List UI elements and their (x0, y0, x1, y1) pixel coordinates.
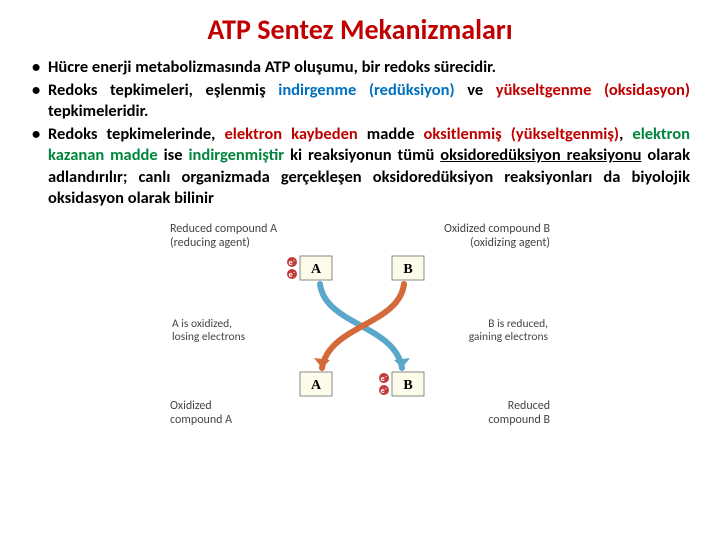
bullet-item: Hücre enerji metabolizmasında ATP oluşum… (30, 57, 690, 78)
svg-text:e⁻: e⁻ (289, 270, 296, 280)
diagram-label-mid-right: B is reduced,gaining electrons (433, 318, 548, 344)
diagram-label-top-left: Reduced compound A(reducing agent) (170, 223, 330, 251)
svg-text:A: A (311, 262, 322, 277)
svg-text:e⁻: e⁻ (289, 258, 296, 268)
svg-text:A: A (311, 378, 322, 393)
slide-title: ATP Sentez Mekanizmaları (30, 12, 690, 47)
svg-text:B: B (403, 378, 412, 393)
svg-text:B: B (403, 262, 412, 277)
diagram-label-top-right: Oxidized compound B(oxidizing agent) (390, 223, 550, 251)
diagram-label-mid-left: A is oxidized,losing electrons (172, 318, 282, 344)
diagram-label-bot-left: Oxidizedcompound A (170, 400, 330, 428)
bullet-item: Redoks tepkimelerinde, elektron kaybeden… (30, 124, 690, 208)
redox-diagram: Reduced compound A(reducing agent) Oxidi… (170, 223, 550, 428)
bullet-list: Hücre enerji metabolizmasında ATP oluşum… (30, 57, 690, 209)
svg-text:e⁻: e⁻ (381, 374, 388, 384)
diagram-label-bot-right: Reducedcompound B (390, 400, 550, 428)
bullet-item: Redoks tepkimeleri, eşlenmiş indirgenme … (30, 80, 690, 122)
svg-text:e⁻: e⁻ (381, 386, 388, 396)
